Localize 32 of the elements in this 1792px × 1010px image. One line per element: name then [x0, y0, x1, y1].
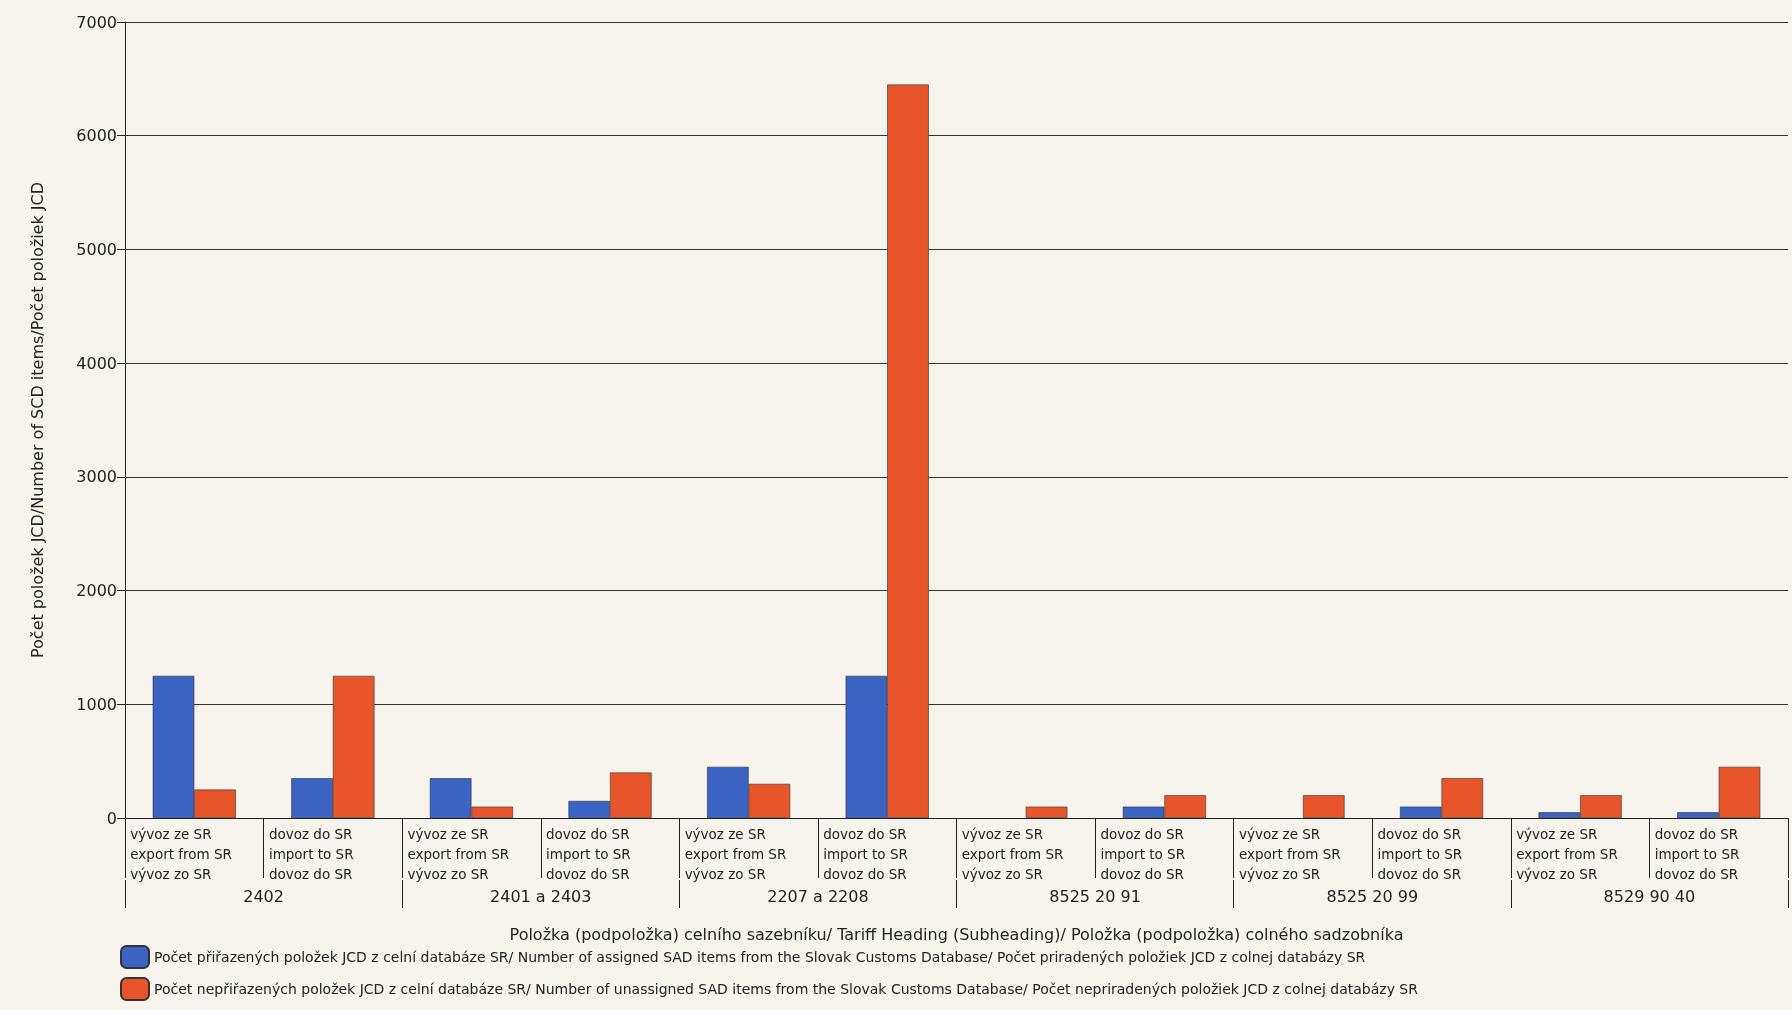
y-tick-label: 0 [106, 808, 117, 828]
y-tick-label: 7000 [76, 12, 117, 32]
text: 2207 a 2208 [767, 886, 869, 906]
bar [1302, 795, 1345, 818]
x-tick-label: vývoz ze SR export from SR vývoz zo SR [1238, 826, 1341, 882]
text: 2402 [243, 886, 284, 906]
y-tick-label: 3000 [76, 467, 117, 487]
x-tick-label: dovoz do SR import to SR dovoz do SR [1100, 826, 1186, 882]
text: 8525 20 99 [1326, 886, 1419, 906]
y-tick-label: 5000 [76, 239, 117, 259]
y-tick-label: 2000 [76, 581, 117, 601]
x-tick-label: vývoz ze SR export from SR vývoz zo SR [130, 826, 232, 882]
x-tick-label: dovoz do SR import to SR dovoz do SR [268, 826, 354, 882]
text: 8529 90 40 [1603, 886, 1696, 906]
x-tick-label: vývoz ze SR export from SR vývoz zo SR [961, 826, 1064, 882]
x-tick-label: dovoz do SR import to SR dovoz do SR [1377, 826, 1463, 882]
x-tick-label: dovoz do SR import to SR dovoz do SR [823, 826, 908, 882]
x-tick-label: vývoz ze SR export from SR vývoz zo SR [407, 826, 510, 882]
y-tick-label: 4000 [76, 353, 117, 373]
x-axis-title: Položka (podpoložka) celního sazebníku/ Tariff Heading (Subheading)/ Položka (podpoložka) colného sadzobníka [509, 924, 1404, 944]
x-tick-label: dovoz do SR import to SR dovoz do SR [1654, 826, 1740, 882]
bar [1025, 806, 1068, 818]
legend-label: Počet přiřazených položek JCD z celní databáze SR/ Number of assigned SAD items from the Slovak Customs Database/ Počet priradených položiek JCD z colnej databázy SR [154, 949, 1366, 965]
y-axis-title: Počet položek JCD/Number of SCD items/Počet položiek JCD [27, 181, 47, 659]
text: 2401 a 2403 [490, 886, 592, 906]
text: 8525 20 91 [1049, 886, 1141, 906]
y-tick-label: 1000 [76, 694, 117, 714]
y-tick-label: 6000 [76, 126, 117, 146]
legend-label: Počet nepřiřazených položek JCD z celní databáze SR/ Number of unassigned SAD items from the Slovak Customs Database/ Počet nepriradených položiek JCD z colnej databázy SR [154, 981, 1419, 997]
x-tick-label: vývoz ze SR export from SR vývoz zo SR [684, 826, 787, 882]
x-tick-label: dovoz do SR import to SR dovoz do SR [546, 826, 631, 882]
x-tick-label: vývoz ze SR export from SR vývoz zo SR [1516, 826, 1618, 882]
